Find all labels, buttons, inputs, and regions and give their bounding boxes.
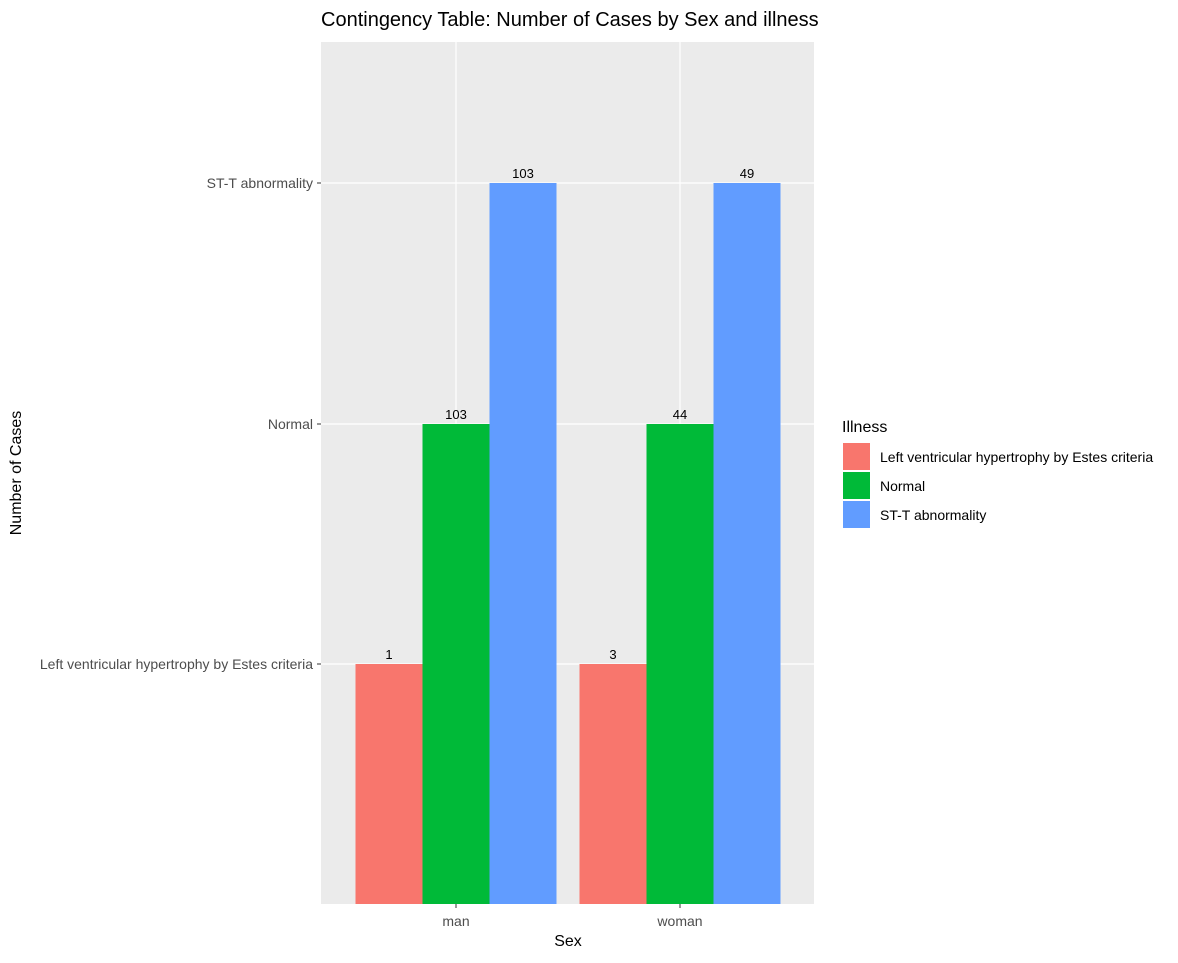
legend: Illness Left ventricular hypertrophy by …	[842, 419, 1153, 528]
legend-title: Illness	[842, 419, 887, 436]
bar-woman-0	[579, 664, 647, 904]
legend-label-2: ST-T abnormality	[880, 507, 986, 523]
bar-label-woman-2: 49	[740, 166, 754, 181]
x-axis: man woman	[442, 904, 703, 929]
bars	[355, 183, 781, 904]
y-tick-label-1: Normal	[268, 416, 313, 432]
y-axis-title: Number of Cases	[8, 411, 25, 536]
bar-man-0	[355, 664, 423, 904]
bar-woman-1	[646, 424, 714, 904]
legend-label-0: Left ventricular hypertrophy by Estes cr…	[880, 449, 1153, 465]
y-tick-label-2: ST-T abnormality	[207, 175, 313, 191]
bar-label-man-2: 103	[512, 166, 534, 181]
legend-key-2	[843, 501, 870, 528]
bar-man-1	[422, 424, 490, 904]
y-tick-label-0: Left ventricular hypertrophy by Estes cr…	[40, 656, 313, 672]
legend-key-1	[843, 472, 870, 499]
legend-key-0	[843, 443, 870, 470]
x-tick-label-1: woman	[656, 913, 702, 929]
bar-label-woman-0: 3	[609, 647, 616, 662]
y-axis: Left ventricular hypertrophy by Estes cr…	[40, 175, 321, 672]
bar-woman-2	[713, 183, 781, 904]
x-tick-label-0: man	[442, 913, 469, 929]
legend-label-1: Normal	[880, 478, 925, 494]
bar-man-2	[489, 183, 557, 904]
chart-title: Contingency Table: Number of Cases by Se…	[321, 9, 819, 31]
x-axis-title: Sex	[554, 933, 582, 950]
bar-labels: 1 103 103 3 44 49	[385, 166, 754, 662]
bar-label-man-1: 103	[445, 407, 467, 422]
bar-label-woman-1: 44	[673, 407, 687, 422]
bar-label-man-0: 1	[385, 647, 392, 662]
